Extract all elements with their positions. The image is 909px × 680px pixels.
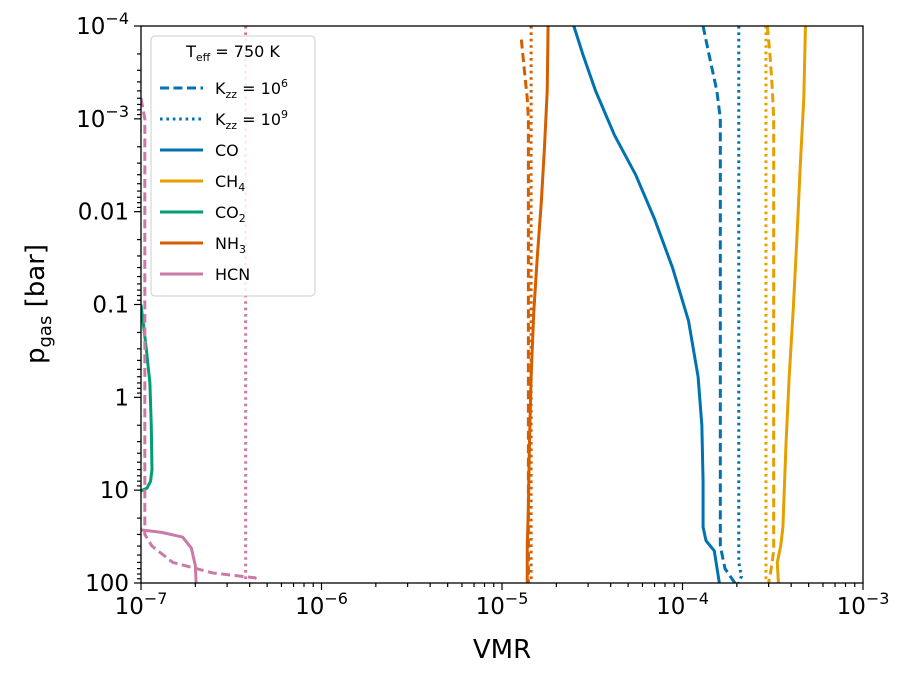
- legend-entry-kzz6: Kzz = 106: [160, 77, 288, 101]
- series-line-co-solid: [572, 26, 721, 583]
- y-axis-title-base: p: [21, 348, 51, 365]
- legend-label-hcn: HCN: [215, 265, 250, 284]
- y-tick-labels: 10−4 10−3 0.01 0.1 1 10 100: [76, 9, 129, 597]
- axis-ticks: [134, 25, 864, 590]
- series-line-hcn-dashed: [141, 97, 257, 583]
- legend-title-sub: eff: [196, 51, 211, 64]
- legend-entry-co2: CO2: [160, 203, 246, 225]
- legend-box: [150, 35, 316, 297]
- series-line-co-dotted: [737, 26, 743, 583]
- legend-entry-kzz9: Kzz = 109: [160, 108, 288, 132]
- legend: Teff = 750 K Kzz = 106 Kzz = 109 CO CH4 CO2 N…: [150, 35, 316, 297]
- legend-label-co2: CO2: [215, 203, 246, 225]
- legend-entries: Kzz = 106 Kzz = 109 CO CH4 CO2 NH3 HCN: [160, 77, 288, 284]
- series-line-nh3-dashed: [519, 39, 530, 583]
- series-line-co2-solid: [141, 304, 154, 493]
- y-tick-label: 100: [85, 571, 129, 597]
- legend-entry-co: CO: [160, 141, 239, 160]
- legend-label-ch4: CH4: [215, 172, 245, 194]
- legend-label-kzz6: Kzz = 106: [215, 77, 288, 101]
- series-line-ch4-dashed: [765, 26, 776, 583]
- legend-entry-nh3: NH3: [160, 234, 246, 256]
- x-tick-label: 10−4: [656, 589, 709, 620]
- y-axis-title-group: pgas [bar]: [21, 244, 56, 364]
- y-axis-title-unit: [bar]: [21, 244, 51, 316]
- legend-label-nh3: NH3: [215, 234, 246, 256]
- legend-label-co: CO: [215, 141, 239, 160]
- series-line-co-dashed: [701, 26, 737, 583]
- y-tick-label: 0.01: [78, 200, 129, 226]
- legend-entry-ch4: CH4: [160, 172, 245, 194]
- legend-title: Teff = 750 K: [185, 42, 280, 64]
- legend-title-post: = 750 K: [210, 42, 280, 61]
- x-tick-label: 10−3: [837, 589, 890, 620]
- series-group: [141, 26, 807, 583]
- legend-label-kzz9: Kzz = 109: [215, 108, 288, 132]
- legend-title-pre: T: [185, 42, 196, 61]
- x-tick-labels: 10−7 10−6 10−5 10−4 10−3: [115, 589, 890, 620]
- y-tick-label: 0.1: [92, 293, 129, 319]
- y-tick-label: 10: [100, 478, 129, 504]
- series-line-ch4-solid: [775, 26, 807, 583]
- y-axis-title: pgas [bar]: [21, 244, 56, 364]
- y-axis-title-sub: gas: [35, 316, 56, 348]
- y-tick-label: 10−4: [76, 9, 129, 40]
- y-tick-label: 1: [114, 385, 129, 411]
- y-tick-label: 10−3: [76, 102, 129, 133]
- x-tick-label: 10−7: [115, 589, 168, 620]
- x-tick-label: 10−5: [476, 589, 529, 620]
- legend-entry-hcn: HCN: [160, 265, 250, 284]
- series-line-hcn-solid: [141, 528, 198, 583]
- x-tick-label: 10−6: [295, 589, 348, 620]
- x-axis-title: VMR: [473, 635, 531, 665]
